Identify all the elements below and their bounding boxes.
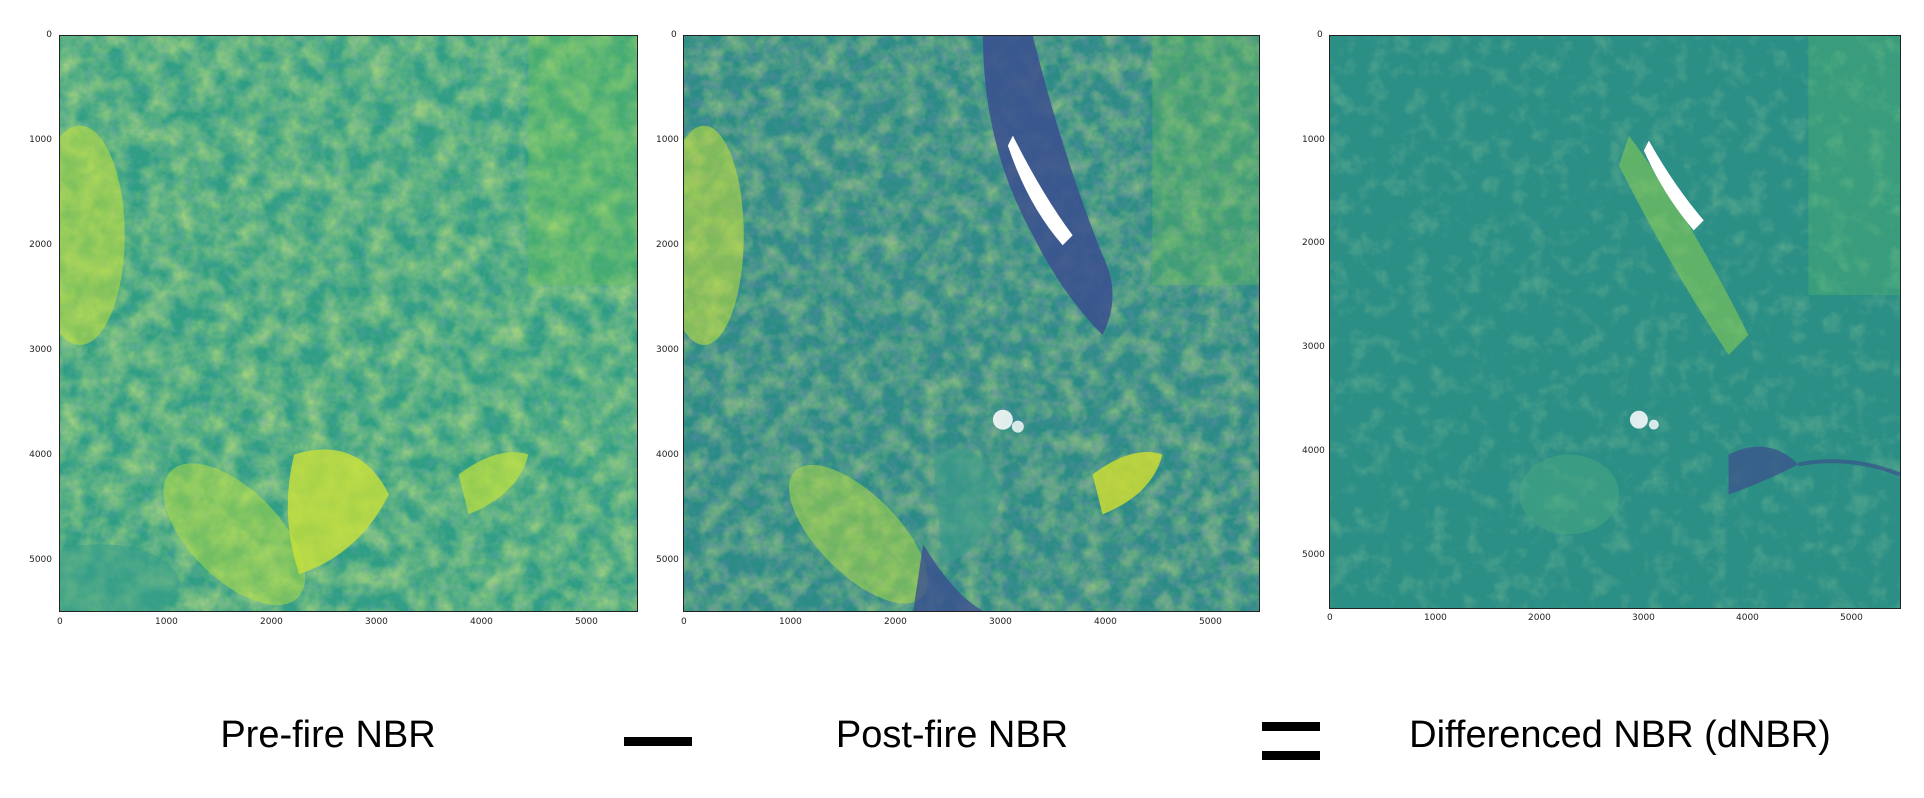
postfire-caption: Post-fire NBR (835, 714, 1069, 756)
y-tick-label: 5000 (1302, 550, 1325, 560)
y-tick-label: 4000 (656, 450, 679, 460)
x-tick-label: 0 (681, 617, 687, 627)
x-tick-label: 3000 (365, 617, 388, 627)
x-tick-label: 0 (1327, 613, 1333, 623)
x-tick-label: 1000 (779, 617, 802, 627)
y-tick-label: 0 (671, 30, 677, 40)
y-tick-label: 4000 (1302, 446, 1325, 456)
x-tick-label: 4000 (1736, 613, 1759, 623)
x-tick-label: 4000 (470, 617, 493, 627)
x-tick-label: 3000 (1632, 613, 1655, 623)
prefire-nbr-image (59, 35, 638, 612)
dnbr-image (1329, 35, 1901, 609)
dnbr-caption: Differenced NBR (dNBR) (1409, 714, 1831, 756)
x-tick-label: 5000 (1840, 613, 1863, 623)
y-tick-label: 0 (1317, 30, 1323, 40)
y-tick-label: 5000 (656, 555, 679, 565)
y-tick-label: 2000 (656, 240, 679, 250)
y-tick-label: 1000 (1302, 135, 1325, 145)
minus-operator-icon (624, 737, 692, 746)
y-tick-label: 3000 (1302, 342, 1325, 352)
x-tick-label: 1000 (1424, 613, 1447, 623)
x-tick-label: 2000 (260, 617, 283, 627)
y-tick-label: 5000 (29, 555, 52, 565)
dnbr-panel: 0 1000 2000 3000 4000 5000 0 1000 2000 3… (1302, 30, 1901, 623)
prefire-panel: 0 1000 2000 3000 4000 5000 0 1000 2000 3… (0, 0, 640, 640)
y-tick-label: 1000 (656, 135, 679, 145)
x-tick-label: 2000 (1528, 613, 1551, 623)
postfire-panel: 0 1000 2000 3000 4000 5000 0 1000 2000 3… (656, 30, 1260, 627)
x-tick-label: 4000 (1094, 617, 1117, 627)
y-tick-label: 0 (46, 30, 52, 40)
y-tick-label: 3000 (29, 345, 52, 355)
postfire-nbr-image (683, 35, 1260, 612)
x-tick-label: 0 (57, 617, 63, 627)
x-tick-label: 3000 (989, 617, 1012, 627)
y-tick-label: 2000 (1302, 238, 1325, 248)
y-tick-label: 3000 (656, 345, 679, 355)
x-tick-label: 5000 (1199, 617, 1222, 627)
y-tick-label: 2000 (29, 240, 52, 250)
x-tick-label: 5000 (575, 617, 598, 627)
y-tick-label: 4000 (29, 450, 52, 460)
prefire-caption: Pre-fire NBR (220, 714, 436, 756)
y-tick-label: 1000 (29, 135, 52, 145)
x-tick-label: 1000 (155, 617, 178, 627)
x-tick-label: 2000 (884, 617, 907, 627)
